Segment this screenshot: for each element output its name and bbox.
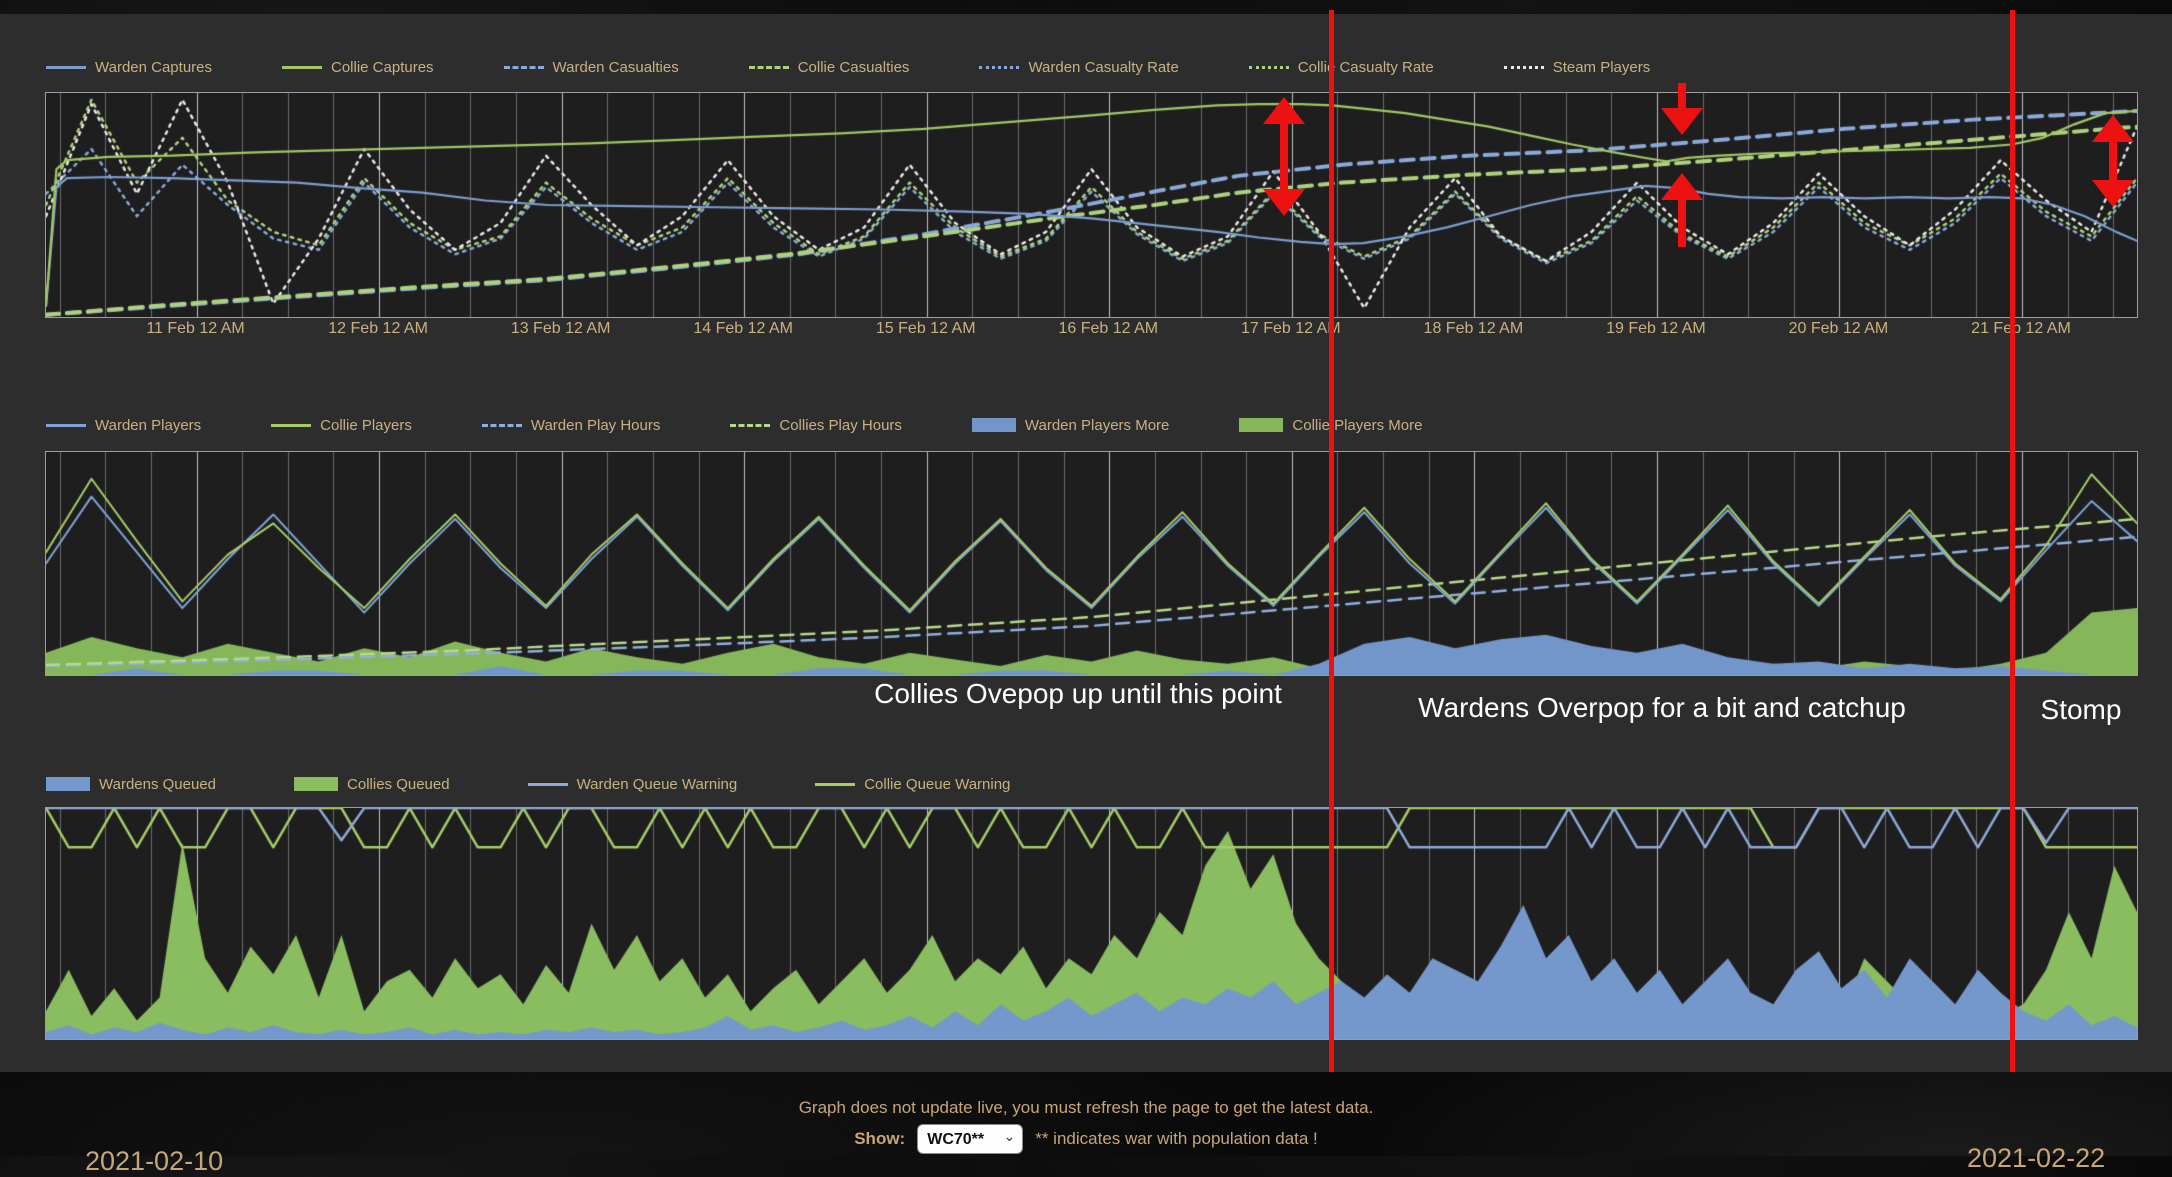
- legend-label: Collie Casualty Rate: [1297, 58, 1434, 76]
- legend-item-collies-queued: Collies Queued: [294, 776, 450, 793]
- captures-chart-legend: Warden Captures Collie Captures Warden Cas…: [46, 54, 1650, 80]
- dash-swatch-icon: [503, 65, 544, 69]
- box-swatch-icon: [46, 777, 90, 791]
- x-tick-label: 13 Feb 12 AM: [510, 320, 611, 337]
- legend-label: Collies Queued: [347, 775, 450, 793]
- captures-chart-canvas[interactable]: [46, 93, 2137, 317]
- war-start-date: 2021-02-10: [85, 1146, 224, 1176]
- legend-item-collie-players-more: Collie Players More: [1239, 417, 1422, 434]
- annotation-wardens-overpop: Wardens Overpop for a bit and catchup: [1418, 692, 1906, 723]
- legend-label: Warden Players: [95, 416, 202, 434]
- line-swatch-icon: [46, 65, 86, 69]
- legend-item-warden-players: Warden Players: [46, 417, 201, 434]
- x-tick-label: 12 Feb 12 AM: [328, 320, 428, 337]
- annotation-stomp: Stomp: [2040, 694, 2122, 725]
- show-label: Show:: [854, 1129, 906, 1148]
- dot-swatch-icon: [1248, 65, 1289, 69]
- legend-item-warden-players-more: Warden Players More: [971, 416, 1170, 434]
- legend-label: Steam Players: [1552, 58, 1651, 76]
- legend-label: Collie Players More: [1292, 416, 1423, 434]
- legend-label: Warden Play Hours: [530, 416, 661, 434]
- x-tick-label: 19 Feb 12 AM: [1606, 320, 1706, 337]
- queues-chart-canvas[interactable]: [46, 808, 2137, 1039]
- red-marker-line-2: [2009, 10, 2015, 1072]
- legend-label: Warden Casualty Rate: [1028, 58, 1179, 76]
- x-axis-labels: 11 Feb 12 AM 12 Feb 12 AM 13 Feb 12 AM 14 F…: [45, 320, 2136, 346]
- x-tick-label: 21 Feb 12 AM: [1971, 320, 2071, 337]
- legend-label: Wardens Queued: [99, 775, 217, 793]
- legend-item-wardens-queued: Wardens Queued: [46, 776, 216, 793]
- x-tick-label: 16 Feb 12 AM: [1058, 320, 1159, 337]
- legend-label: Collie Captures: [331, 58, 434, 76]
- box-swatch-icon: [1239, 418, 1284, 432]
- dot-swatch-icon: [979, 65, 1020, 69]
- players-chart-canvas[interactable]: [46, 452, 2137, 675]
- legend-label: Warden Captures: [95, 58, 212, 76]
- line-swatch-icon: [815, 782, 856, 786]
- dot-swatch-icon: [1503, 65, 1544, 69]
- line-swatch-icon: [282, 65, 322, 69]
- war-end-date: 2021-02-22: [1967, 1143, 2106, 1173]
- legend-label: Warden Casualties: [552, 58, 679, 76]
- annotation-collies-overpop: Collies Ovepop up until this point: [874, 678, 1282, 709]
- line-swatch-icon: [46, 423, 86, 427]
- x-tick-label: 17 Feb 12 AM: [1241, 320, 1341, 337]
- captures-chart[interactable]: [45, 92, 2138, 318]
- war-select-wrap: WC70** ⌄: [917, 1124, 1024, 1154]
- x-tick-label: 15 Feb 12 AM: [875, 320, 976, 337]
- stats-panel: Warden Captures Collie Captures Warden Cas…: [0, 14, 2172, 1072]
- legend-item-warden-casualties: Warden Casualties: [503, 58, 679, 76]
- line-swatch-icon: [271, 423, 312, 427]
- legend-item-collie-players: Collie Players: [271, 417, 412, 434]
- players-chart-legend: Warden Players Collie Players Warden Play …: [46, 412, 1422, 438]
- queues-chart[interactable]: [45, 807, 2138, 1040]
- x-tick-label: 14 Feb 12 AM: [693, 320, 793, 337]
- war-selector-row: Show: WC70** ⌄ ** indicates war with pop…: [0, 1124, 2172, 1154]
- legend-item-collies-play-hours: Collies Play Hours: [730, 417, 902, 434]
- legend-item-warden-play-hours: Warden Play Hours: [481, 416, 661, 434]
- queues-chart-legend: Wardens Queued Collies Queued Warden Queue…: [46, 771, 1010, 797]
- dash-swatch-icon: [748, 65, 789, 69]
- dash-swatch-icon: [481, 423, 522, 427]
- legend-label: Warden Players More: [1024, 416, 1170, 434]
- legend-label: Warden Queue Warning: [576, 775, 738, 793]
- x-tick-label: 20 Feb 12 AM: [1788, 320, 1889, 337]
- war-select[interactable]: WC70**: [917, 1124, 1024, 1154]
- legend-label: Collie Players: [320, 416, 412, 434]
- legend-item-warden-captures: Warden Captures: [46, 59, 212, 76]
- dash-swatch-icon: [730, 423, 771, 427]
- legend-item-collie-queue-warning: Collie Queue Warning: [815, 776, 1010, 793]
- refresh-note: Graph does not update live, you must ref…: [798, 1098, 1374, 1117]
- line-swatch-icon: [527, 782, 568, 786]
- x-tick-label: 11 Feb 12 AM: [146, 320, 245, 337]
- legend-item-collie-casualties: Collie Casualties: [748, 58, 910, 76]
- legend-label: Collie Queue Warning: [864, 775, 1011, 793]
- population-data-hint: ** indicates war with population data !: [1035, 1129, 1318, 1148]
- legend-label: Collies Play Hours: [779, 416, 902, 434]
- legend-item-warden-casualty-rate: Warden Casualty Rate: [979, 58, 1179, 76]
- legend-item-warden-queue-warning: Warden Queue Warning: [527, 775, 738, 793]
- red-marker-line-1: [1328, 10, 1334, 1072]
- x-tick-label: 18 Feb 12 AM: [1423, 320, 1524, 337]
- box-swatch-icon: [294, 777, 339, 791]
- players-chart[interactable]: [45, 451, 2138, 676]
- legend-item-collie-casualty-rate: Collie Casualty Rate: [1248, 58, 1434, 76]
- box-swatch-icon: [971, 418, 1016, 432]
- legend-label: Collie Casualties: [797, 58, 910, 76]
- legend-item-collie-captures: Collie Captures: [282, 59, 434, 76]
- legend-item-steam-players: Steam Players: [1503, 58, 1651, 76]
